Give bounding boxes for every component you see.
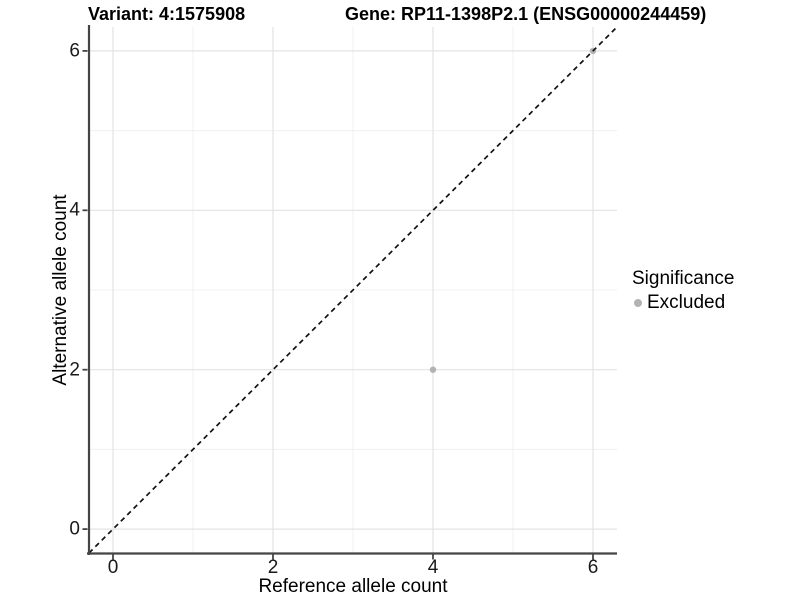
legend: Significance Excluded <box>632 268 734 314</box>
x-tick-label-4: 4 <box>427 557 439 578</box>
y-axis-title: Alternative allele count <box>50 194 71 386</box>
y-tick-label-0: 0 <box>69 518 80 540</box>
y-tick-label-2: 2 <box>69 359 80 381</box>
identity-dashed-line <box>88 26 618 554</box>
legend-items: Excluded <box>632 292 734 314</box>
legend-item: Excluded <box>634 292 734 314</box>
x-axis-title: Reference allele count <box>258 576 448 597</box>
x-tick-label-2: 2 <box>267 557 279 578</box>
plot-title-variant: Variant: 4:1575908 <box>88 4 246 24</box>
legend-key-dot-icon <box>634 299 642 307</box>
data-point <box>429 366 437 373</box>
plot-title-gene: Gene: RP11-1398P2.1 (ENSG00000244459) <box>345 4 707 24</box>
x-tick-label-0: 0 <box>107 557 119 578</box>
legend-item-label: Excluded <box>647 292 726 313</box>
y-tick-label-6: 6 <box>69 40 80 62</box>
x-tick-label-6: 6 <box>587 557 599 578</box>
legend-title: Significance <box>632 268 735 289</box>
y-tick-label-4: 4 <box>69 199 80 221</box>
